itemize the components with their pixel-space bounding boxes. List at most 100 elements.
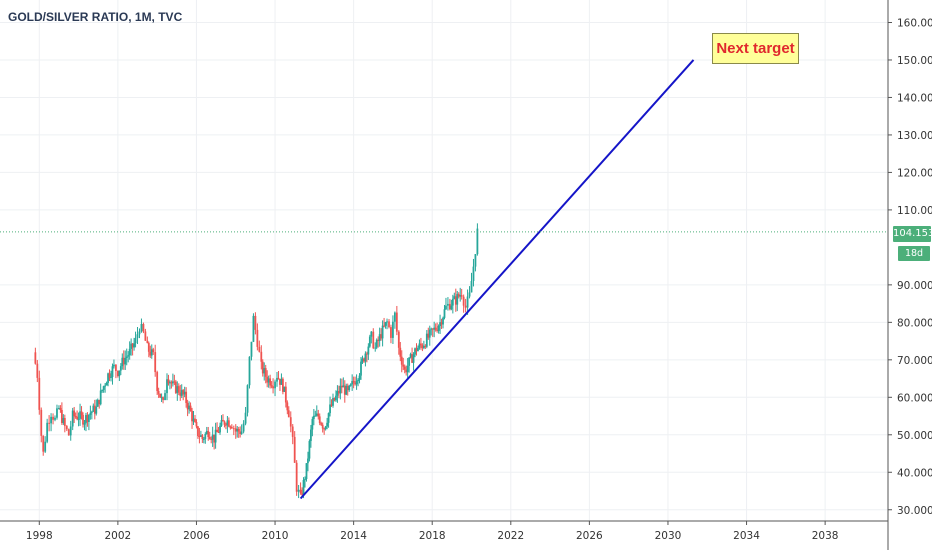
y-tick-label: 90.000 [897, 280, 932, 292]
candle-body [309, 429, 312, 442]
candle-body [311, 419, 314, 430]
candle-body [152, 349, 155, 353]
candle-body [315, 413, 318, 416]
candle-body [113, 364, 115, 367]
candle-body [159, 393, 162, 398]
candle-body [464, 305, 467, 308]
candle-body [378, 334, 381, 341]
candle-body [130, 343, 133, 349]
candle-body [237, 428, 240, 432]
candle-body [456, 294, 459, 305]
candle-body [295, 462, 298, 492]
candle-body [171, 381, 174, 384]
candle-body [60, 409, 63, 423]
candle-body [223, 421, 226, 425]
candle-body [397, 331, 400, 348]
candle-body [318, 416, 321, 424]
candle-body [80, 411, 83, 415]
candle-body [399, 347, 402, 357]
candle-body [443, 309, 446, 318]
candle-body [289, 417, 292, 427]
candle-body [437, 326, 440, 331]
candle-body [457, 294, 460, 297]
candle-body [142, 323, 145, 332]
candle-body [232, 428, 235, 430]
candle-body [451, 298, 454, 306]
candle-body [372, 331, 375, 349]
x-tick-label: 2030 [655, 530, 682, 542]
chart-title: GOLD/SILVER RATIO, 1M, TVC [8, 10, 183, 24]
candle-body [333, 398, 336, 401]
candle-body [69, 426, 72, 436]
candle-body [188, 405, 190, 410]
candle-body [307, 458, 309, 464]
candle-body [164, 393, 166, 401]
candle-body [276, 377, 278, 382]
candle-body [384, 322, 387, 326]
candle-body [274, 381, 276, 389]
candle-body [305, 463, 308, 480]
candle-body [460, 295, 463, 297]
candle-body [217, 432, 220, 434]
candle-body [324, 426, 327, 430]
candle-body [166, 379, 168, 394]
candle-body [442, 317, 444, 325]
candle-body [77, 418, 80, 420]
candle-body [476, 228, 479, 255]
candle-body [122, 357, 125, 365]
candle-body [140, 323, 143, 332]
candle-body [162, 397, 164, 401]
candle-body [282, 378, 284, 392]
candle-body [332, 398, 334, 406]
candle-body [329, 404, 331, 414]
candle-body [454, 296, 457, 305]
candle-body [213, 434, 216, 443]
candle-body [105, 382, 108, 386]
candle-body [266, 376, 269, 383]
price-axis[interactable]: 30.000 40.000 50.000 60.000 70.000 80.000 90.0… [887, 0, 932, 550]
candle-body [403, 366, 406, 370]
candle-body [418, 343, 421, 348]
candle-body [326, 422, 329, 427]
candle-body [108, 373, 111, 378]
candle-body [402, 364, 405, 367]
time-axis[interactable]: 1998 2002 2006 2010 2014 2018 2022 2026 2030 2034… [0, 520, 888, 542]
candle-body [131, 343, 134, 348]
trendline[interactable] [299, 59, 695, 500]
candle-body [337, 391, 340, 394]
y-tick-label: 70.000 [897, 355, 932, 367]
candle-body [248, 356, 251, 386]
trendline-segment [299, 59, 695, 500]
x-tick-label: 2010 [262, 530, 289, 542]
candle-body [280, 378, 283, 385]
candle-body [167, 379, 170, 384]
candle-body [343, 385, 346, 395]
candle-body [225, 424, 227, 426]
candle-body [170, 382, 173, 384]
y-tick-label: 60.000 [897, 392, 932, 404]
x-tick-label: 2002 [105, 530, 132, 542]
candle-body [222, 420, 224, 422]
candle-body [58, 407, 60, 409]
candle-body [182, 390, 185, 395]
candle-body [380, 334, 383, 339]
candle-body [453, 296, 456, 299]
last-price-badge: 104.153 [893, 226, 932, 242]
candle-body [365, 353, 368, 355]
candle-body [219, 425, 221, 433]
candle-body [136, 334, 139, 339]
y-tick-label: 110.000 [897, 205, 932, 217]
candle-body [76, 416, 79, 420]
candle-body [194, 418, 196, 422]
candle-body [412, 354, 415, 363]
candle-body [439, 322, 441, 327]
candle-body [208, 437, 211, 439]
candle-body [420, 343, 422, 346]
candle-body [317, 413, 320, 417]
candle-body [351, 380, 354, 385]
next-target-callout[interactable]: Next target [712, 33, 799, 64]
candle-body [304, 479, 306, 481]
candle-body [98, 399, 101, 405]
candle-body [270, 385, 273, 387]
